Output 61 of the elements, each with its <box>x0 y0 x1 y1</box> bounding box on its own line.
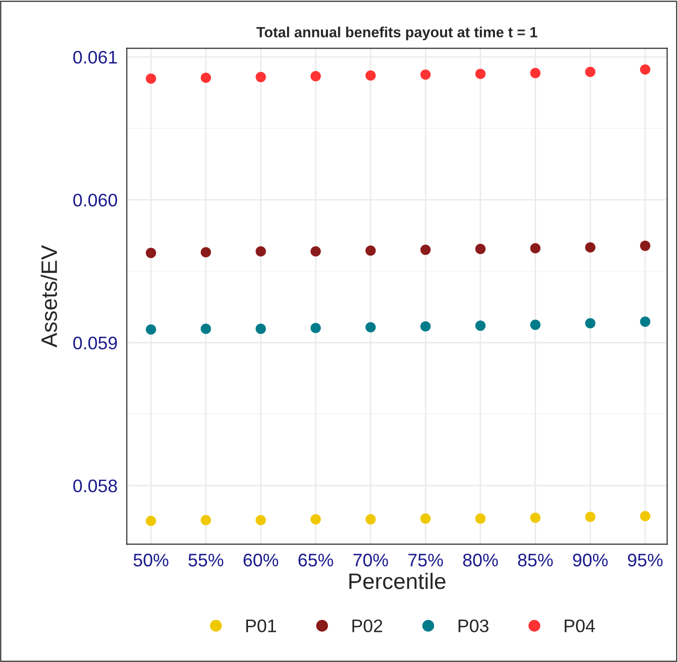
point <box>256 72 266 82</box>
point <box>420 321 431 332</box>
point <box>585 242 596 253</box>
x-tick-label: 65% <box>298 554 334 566</box>
point <box>256 324 266 334</box>
y-axis-title: Assets/EV <box>40 245 58 348</box>
legend-label: P02 <box>352 619 382 632</box>
point <box>475 244 486 254</box>
point <box>365 322 376 332</box>
legend-label: P01 <box>246 619 276 632</box>
x-tick-label: 60% <box>244 554 278 566</box>
point <box>585 512 596 522</box>
point <box>365 514 376 524</box>
y-tick-label: 0.060 <box>73 194 118 207</box>
x-tick-label: 75% <box>408 554 443 566</box>
point <box>640 64 650 75</box>
point <box>530 68 541 78</box>
point <box>585 66 596 78</box>
chart-title: Total annual benefits payout at time t = 1 <box>256 26 538 40</box>
point <box>475 320 486 331</box>
point <box>310 246 321 257</box>
y-tick-label: 0.058 <box>73 480 117 492</box>
point <box>640 316 650 327</box>
point <box>310 322 321 334</box>
point <box>420 69 431 80</box>
x-tick-label: 85% <box>518 554 553 566</box>
point <box>365 246 376 256</box>
point <box>146 324 156 335</box>
x-tick-label: 95% <box>628 554 663 566</box>
legend-label: P04 <box>564 619 595 632</box>
point <box>420 513 431 524</box>
point <box>475 68 486 80</box>
point <box>146 516 156 526</box>
point <box>200 324 212 334</box>
x-tick-label: 55% <box>188 554 224 566</box>
point <box>530 320 541 330</box>
point <box>310 514 321 524</box>
point <box>585 318 596 328</box>
point <box>530 512 541 523</box>
point <box>475 513 486 524</box>
x-axis-title: Percentile <box>349 572 446 590</box>
x-tick-label: 50% <box>134 554 168 566</box>
point <box>365 70 376 81</box>
x-tick-label: 90% <box>573 554 608 566</box>
point <box>256 515 266 526</box>
point <box>640 240 650 251</box>
legend-label: P03 <box>458 619 488 632</box>
point <box>200 72 212 83</box>
point <box>530 243 541 254</box>
point <box>146 248 156 258</box>
point <box>310 71 321 82</box>
x-tick-label: 70% <box>353 554 388 566</box>
y-tick-label: 0.059 <box>73 336 117 350</box>
x-tick-label: 80% <box>463 554 498 566</box>
point <box>420 244 431 255</box>
point <box>146 73 156 84</box>
point <box>256 246 266 257</box>
y-tick-label: 0.061 <box>73 50 117 64</box>
point <box>640 511 650 522</box>
point <box>200 247 212 258</box>
point <box>200 515 212 526</box>
